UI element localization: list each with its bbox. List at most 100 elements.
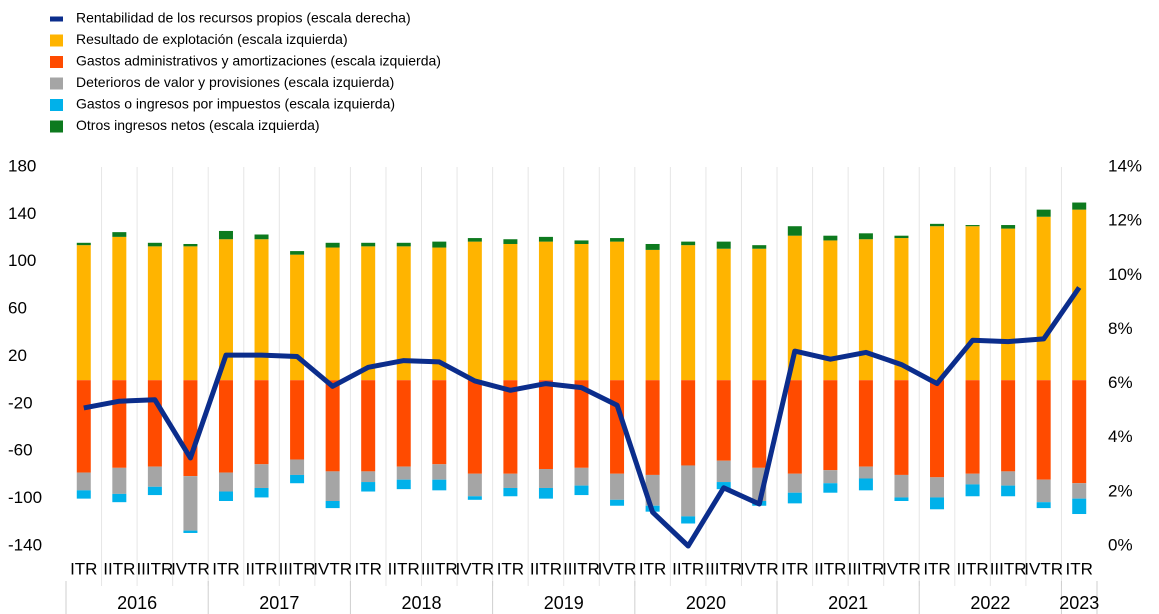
- bar: [823, 483, 838, 493]
- bar: [538, 487, 553, 499]
- bar: [76, 242, 91, 246]
- legend-label: Otros ingresos netos (escala izquierda): [76, 117, 320, 133]
- bar: [787, 226, 802, 236]
- x-tick-label: IITR: [530, 559, 562, 578]
- bar: [1072, 483, 1087, 499]
- bar: [574, 243, 589, 381]
- bar: [716, 380, 731, 461]
- legend-label: Gastos administrativos y amortizaciones …: [76, 53, 441, 69]
- x-tick-label: IVTR: [882, 559, 921, 578]
- bar: [183, 530, 198, 533]
- year-label: 2020: [686, 593, 726, 613]
- bar: [1072, 498, 1087, 515]
- x-tick-label: IITR: [814, 559, 846, 578]
- bar: [823, 380, 838, 471]
- x-tick-label: IITR: [245, 559, 277, 578]
- bar: [112, 493, 127, 503]
- bar: [681, 241, 696, 246]
- bar: [147, 242, 162, 247]
- bar: [894, 235, 909, 239]
- bar: [183, 476, 198, 531]
- bar: [858, 466, 873, 479]
- bar: [1001, 228, 1016, 381]
- bar: [218, 239, 233, 381]
- bar: [538, 469, 553, 488]
- bar: [254, 239, 269, 381]
- bar: [396, 466, 411, 480]
- bar: [930, 497, 945, 510]
- bar: [254, 380, 269, 465]
- bar: [538, 236, 553, 242]
- bar: [361, 246, 376, 381]
- bar: [858, 239, 873, 381]
- year-label: 2016: [117, 593, 157, 613]
- x-tick-label: IITR: [103, 559, 135, 578]
- bar: [218, 472, 233, 492]
- x-tick-label: ITR: [212, 559, 239, 578]
- bar: [930, 380, 945, 478]
- bar: [290, 459, 305, 475]
- bar: [183, 380, 198, 477]
- y-tick-label: -60: [8, 441, 33, 460]
- bar: [681, 245, 696, 381]
- bar: [823, 240, 838, 381]
- y2-tick-label: 8%: [1108, 319, 1133, 338]
- year-label: 2019: [544, 593, 584, 613]
- bar: [1036, 479, 1051, 503]
- bar: [218, 230, 233, 240]
- bar: [325, 242, 340, 248]
- x-tick-label: ITR: [781, 559, 808, 578]
- bar: [467, 496, 482, 500]
- bar: [894, 238, 909, 381]
- bar: [147, 380, 162, 467]
- bar: [787, 235, 802, 381]
- bar: [467, 241, 482, 381]
- legend-label: Resultado de explotación (escala izquier…: [76, 31, 348, 47]
- bar: [538, 380, 553, 470]
- bar: [396, 479, 411, 490]
- bar: [503, 473, 518, 488]
- bar: [396, 242, 411, 247]
- x-tick-label: IIITR: [421, 559, 458, 578]
- bar: [610, 241, 625, 381]
- bar: [681, 465, 696, 517]
- x-tick-label: ITR: [70, 559, 97, 578]
- bar: [503, 380, 518, 474]
- x-tick-label: IIITR: [847, 559, 884, 578]
- bar: [467, 380, 482, 474]
- legend-swatch: [50, 99, 63, 111]
- bar: [574, 380, 589, 468]
- bar: [610, 499, 625, 506]
- bar: [432, 464, 447, 480]
- bar: [76, 472, 91, 491]
- bar: [254, 487, 269, 498]
- bar: [1001, 380, 1016, 472]
- bar: [681, 380, 696, 466]
- year-label: 2021: [828, 593, 868, 613]
- year-label: 2018: [401, 593, 441, 613]
- bar: [432, 479, 447, 491]
- bar: [112, 236, 127, 381]
- bar: [894, 474, 909, 498]
- y-tick-label: 180: [8, 156, 36, 175]
- bar: [787, 380, 802, 474]
- bar: [361, 242, 376, 247]
- bar: [467, 238, 482, 242]
- line: [83, 286, 1082, 549]
- bar: [1072, 202, 1087, 210]
- x-tick-label: ITR: [1066, 559, 1093, 578]
- bar: [218, 491, 233, 501]
- bar: [610, 473, 625, 500]
- bar: [930, 223, 945, 227]
- bar: [645, 243, 660, 250]
- bar: [112, 380, 127, 468]
- bar: [965, 226, 980, 381]
- legend-swatch: [50, 120, 63, 133]
- bar: [752, 248, 767, 381]
- bar: [325, 500, 340, 509]
- y2-tick-label: 12%: [1108, 211, 1142, 230]
- bar: [503, 239, 518, 244]
- bar: [183, 243, 198, 247]
- bar: [1036, 209, 1051, 217]
